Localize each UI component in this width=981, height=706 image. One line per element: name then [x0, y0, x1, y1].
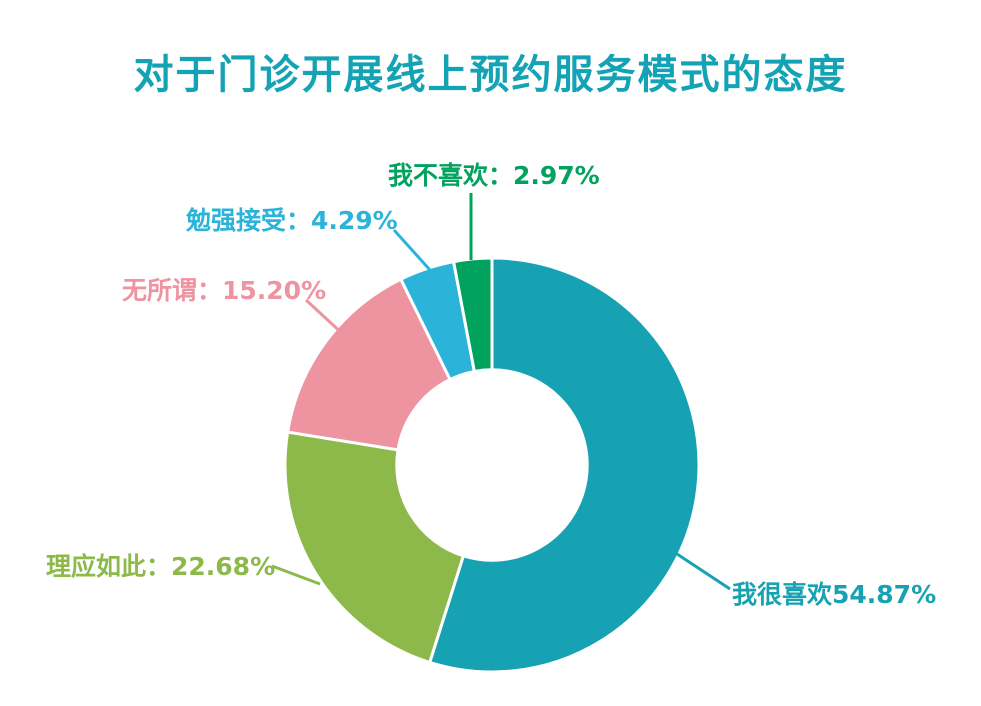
callout-label-reluctant: 勉强接受：4.29%: [186, 206, 398, 235]
callout-label-dislike: 我不喜欢：2.97%: [388, 161, 600, 190]
pie-slice-should: [283, 430, 465, 664]
callout-label-should: 理应如此：22.68%: [46, 552, 276, 581]
callout-label-like: 我很喜欢54.87%: [732, 580, 937, 609]
pie-slice-neutral: [286, 277, 452, 452]
leader-line-like: [673, 550, 731, 591]
pie-slice-dislike: [452, 256, 494, 373]
leader-line-should: [271, 564, 321, 586]
pie-slice-like: [428, 256, 701, 674]
chart-title: 对于门诊开展线上预约服务模式的态度: [133, 52, 848, 98]
leader-line-reluctant: [392, 228, 432, 272]
leader-line-neutral: [304, 298, 347, 338]
donut-slices: [283, 256, 701, 674]
callout-label-neutral: 无所谓：15.20%: [122, 276, 327, 305]
